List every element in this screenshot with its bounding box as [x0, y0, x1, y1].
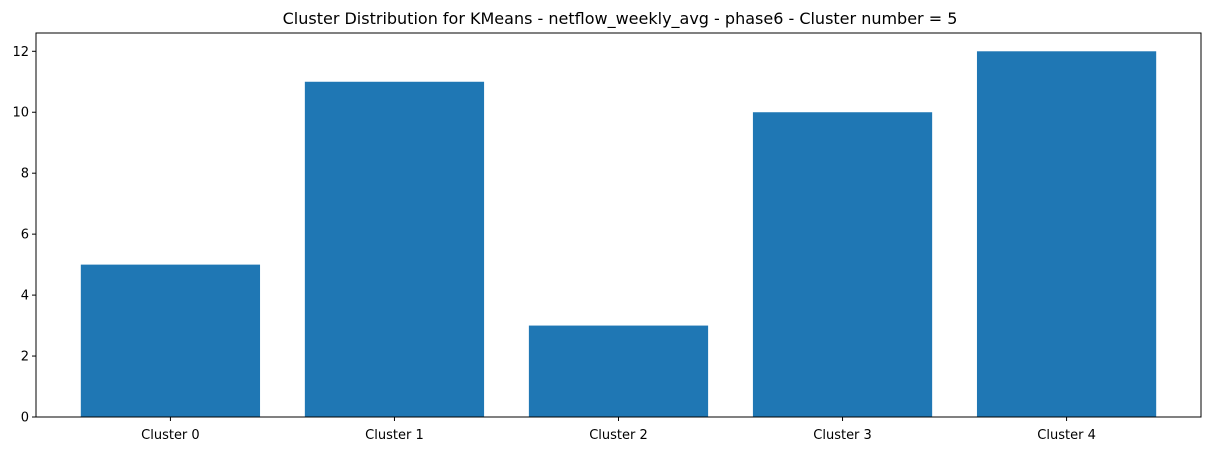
x-tick-label-3: Cluster 3	[813, 428, 872, 443]
x-tick-label-1: Cluster 1	[365, 428, 424, 443]
y-tick-label-5: 10	[12, 106, 29, 121]
y-tick-label-4: 8	[21, 167, 29, 182]
x-axis: Cluster 0 Cluster 1 Cluster 2 Cluster 3 Clus…	[141, 417, 1096, 443]
x-tick-label-2: Cluster 2	[589, 428, 648, 443]
x-tick-label-4: Cluster 4	[1037, 428, 1096, 443]
y-tick-label-2: 4	[21, 289, 29, 304]
y-tick-label-3: 6	[21, 228, 29, 243]
bar-2	[528, 325, 709, 417]
y-axis: 0 2 4 6 8 10 12	[12, 45, 36, 426]
bar-1	[304, 81, 485, 417]
chart-title: Cluster Distribution for KMeans - netflo…	[283, 9, 958, 29]
bar-4	[976, 51, 1157, 417]
bars-group	[80, 51, 1157, 418]
y-tick-label-6: 12	[12, 45, 29, 60]
plot-frame	[35, 32, 1202, 418]
y-tick-label-1: 2	[21, 350, 29, 365]
bar-0	[80, 264, 261, 417]
bar-3	[752, 112, 933, 418]
y-tick-label-0: 0	[21, 411, 29, 426]
x-tick-label-0: Cluster 0	[141, 428, 200, 443]
